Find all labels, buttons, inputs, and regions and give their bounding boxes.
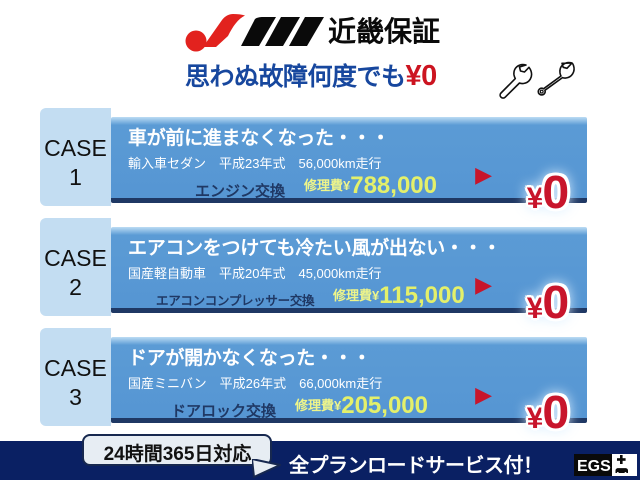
svg-text:EGS: EGS (577, 458, 611, 475)
svg-text:近畿保証: 近畿保証 (328, 15, 440, 47)
